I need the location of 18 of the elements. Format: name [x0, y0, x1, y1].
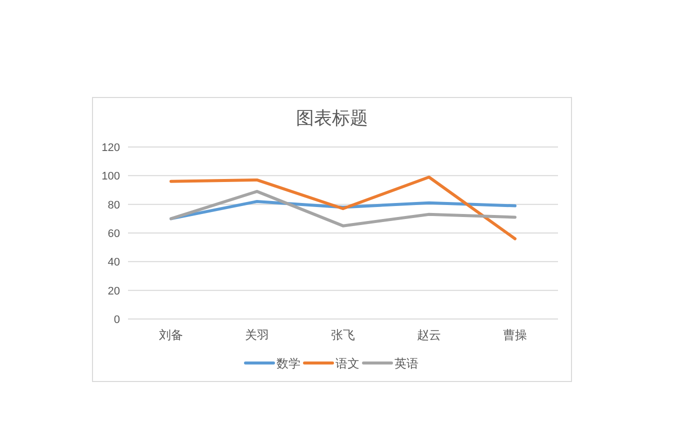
- y-tick-label: 40: [108, 256, 120, 269]
- x-tick-label: 关羽: [245, 328, 269, 342]
- x-tick-label: 刘备: [159, 328, 183, 342]
- y-tick-label: 100: [102, 170, 120, 183]
- y-tick-label: 80: [108, 199, 120, 212]
- legend-label: 语文: [336, 356, 360, 370]
- line-series: [170, 190, 516, 228]
- y-tick-label: 60: [108, 228, 120, 240]
- line-series: [170, 176, 516, 240]
- x-tick-label: 曹操: [503, 328, 527, 342]
- y-tick-label: 0: [114, 314, 120, 326]
- legend-label: 数学: [276, 356, 300, 370]
- y-tick-label: 120: [102, 142, 120, 154]
- chart-title: 图表标题: [296, 108, 368, 128]
- x-tick-label: 张飞: [331, 328, 355, 342]
- legend-label: 英语: [394, 356, 418, 370]
- x-tick-label: 赵云: [417, 328, 441, 342]
- y-tick-label: 20: [108, 285, 120, 298]
